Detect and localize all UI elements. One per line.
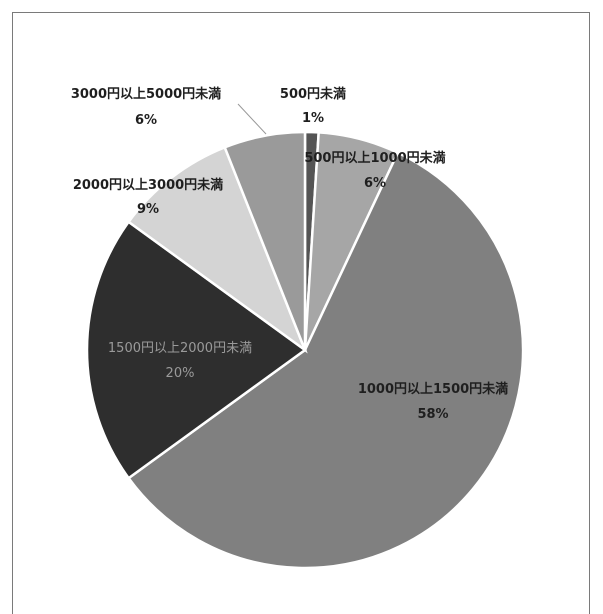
pie-slice-3 [85,220,308,480]
label-3000-5000-pct: 6% [135,113,157,128]
label-1500-2000-pct: 20% [166,366,195,381]
label-500-under-name: 500円未満 [280,86,346,102]
label-1500-2000-name: 1500円以上2000円未満 [108,341,252,356]
leader-line-3000-5000 [237,103,267,135]
label-1000-1500-name: 1000円以上1500円未満 [358,381,508,397]
label-500-1000-pct: 6% [364,176,386,191]
pie-slice-4 [126,145,308,354]
label-1000-1500-pct: 58% [417,407,448,422]
label-500-1000-name: 500円以上1000円未満 [304,150,445,166]
label-500-under-pct: 1% [302,111,324,126]
pie-slice-5 [223,130,307,351]
label-2000-3000-pct: 9% [137,202,159,217]
label-3000-5000-name: 3000円以上5000円未満 [71,86,221,102]
label-2000-3000-name: 2000円以上3000円未満 [73,177,223,193]
pie-slice-2 [126,151,525,570]
